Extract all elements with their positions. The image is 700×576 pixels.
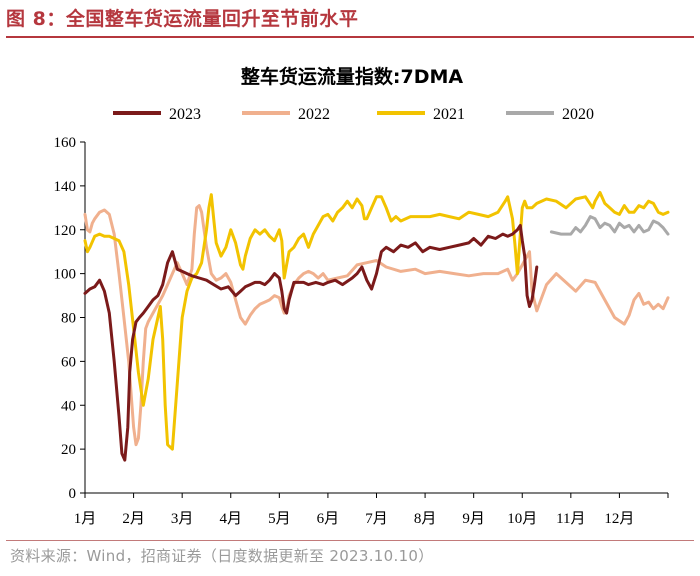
x-tick-label: 3月 <box>171 511 194 527</box>
x-tick-label: 12月 <box>604 511 634 527</box>
y-tick-label: 80 <box>61 311 76 327</box>
legend-label-2021: 2021 <box>433 106 465 123</box>
x-tick-label: 4月 <box>219 511 242 527</box>
x-tick-label: 7月 <box>365 511 388 527</box>
title-divider <box>6 36 694 38</box>
series-line-2021 <box>83 191 670 451</box>
x-tick-label: 5月 <box>268 511 291 527</box>
x-tick-label: 8月 <box>414 511 437 527</box>
x-tick-label: 11月 <box>556 511 585 527</box>
legend: 2023 2022 2021 2020 <box>113 106 594 123</box>
source-divider <box>6 540 694 541</box>
y-tick-label: 100 <box>54 267 77 283</box>
series-line-2023 <box>83 223 539 462</box>
chart-title: 整车货运流量指数:7DMA <box>241 65 463 88</box>
series-line-2020 <box>549 215 670 236</box>
y-tick-label: 40 <box>61 398 76 414</box>
legend-label-2022: 2022 <box>298 106 330 123</box>
y-tick-label: 0 <box>69 486 77 502</box>
series-lines <box>83 191 670 462</box>
source-note: 资料来源：Wind，招商证券（日度数据更新至 2023.10.10） <box>10 547 434 565</box>
y-tick-label: 160 <box>54 135 77 151</box>
y-tick-label: 140 <box>54 179 77 195</box>
axes: 0 20 40 60 80 100 120 140 160 1月 2月 3月 4月 5月 6月 7月 8月 9月 1… <box>54 135 669 527</box>
series-line-2022 <box>83 204 670 447</box>
y-tick-label: 60 <box>61 354 76 370</box>
figure-title: 图 8：全国整车货运流量回升至节前水平 <box>6 8 359 30</box>
legend-label-2023: 2023 <box>169 106 201 123</box>
line-chart: 整车货运流量指数:7DMA 2023 2022 2021 2020 0 20 40 60 80… <box>54 65 670 527</box>
y-tick-label: 120 <box>54 223 77 239</box>
x-tick-label: 1月 <box>74 511 97 527</box>
legend-label-2020: 2020 <box>562 106 594 123</box>
y-tick-label: 20 <box>61 442 76 458</box>
x-tick-label: 10月 <box>507 511 537 527</box>
x-tick-label: 6月 <box>317 511 340 527</box>
x-tick-label: 2月 <box>122 511 145 527</box>
x-tick-label: 9月 <box>462 511 485 527</box>
